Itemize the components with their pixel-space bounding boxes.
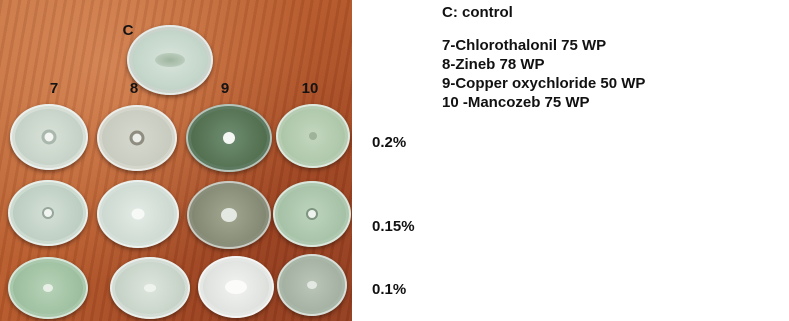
- column-label-7: 7: [49, 80, 59, 97]
- dish-9-0.15: [187, 181, 271, 249]
- dish-8-0.2: [97, 105, 177, 171]
- legend-item-10: 10 -Mancozeb 75 WP: [442, 94, 590, 111]
- legend-item-7: 7-Chlorothalonil 75 WP: [442, 37, 607, 54]
- control-dish: [127, 25, 213, 95]
- dish-9-0.1: [198, 256, 274, 318]
- legend-item-8: 8-Zineb 78 WP: [442, 56, 545, 73]
- concentration-label-0.15: 0.15%: [372, 218, 415, 235]
- control-dish-label: C: [122, 22, 134, 39]
- concentration-label-0.2: 0.2%: [372, 134, 407, 151]
- dish-10-0.1: [277, 254, 347, 316]
- petri-dish-photo: C 7 8 9 10: [0, 0, 352, 321]
- legend-control: C: control: [442, 4, 513, 21]
- legend-item-9: 9-Copper oxychloride 50 WP: [442, 75, 646, 92]
- column-label-10: 10: [301, 80, 319, 97]
- concentration-label-0.1: 0.1%: [372, 281, 407, 298]
- dish-9-0.2: [186, 104, 272, 172]
- dish-10-0.2: [276, 104, 350, 168]
- dish-7-0.1: [8, 257, 88, 319]
- column-label-9: 9: [220, 80, 230, 97]
- column-label-8: 8: [129, 80, 139, 97]
- dish-8-0.1: [110, 257, 190, 319]
- dish-10-0.15: [273, 181, 351, 247]
- dish-8-0.15: [97, 180, 179, 248]
- dish-7-0.15: [8, 180, 88, 246]
- dish-7-0.2: [10, 104, 88, 170]
